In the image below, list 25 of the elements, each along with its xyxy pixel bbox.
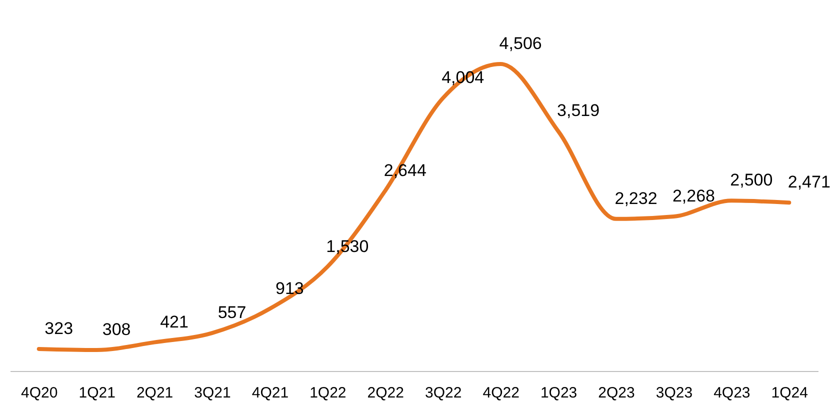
x-tick-label: 2Q23 (598, 384, 635, 402)
data-label: 913 (276, 278, 304, 298)
x-tick-label: 3Q23 (656, 384, 693, 402)
x-tick-label: 4Q23 (714, 384, 750, 402)
data-label: 557 (218, 303, 246, 322)
x-tick-label: 2Q22 (367, 384, 404, 402)
data-label: 2,471 (788, 172, 830, 192)
x-tick-label: 1Q21 (78, 384, 116, 402)
x-tick-label: 4Q21 (252, 384, 289, 402)
data-label: 3,519 (557, 101, 600, 120)
x-tick-label: 3Q22 (425, 384, 462, 402)
data-label: 2,500 (730, 170, 773, 190)
data-label: 421 (160, 312, 188, 332)
data-label: 2,268 (672, 186, 715, 206)
x-tick-label: 3Q21 (194, 384, 231, 402)
data-label: 2,232 (614, 188, 658, 208)
data-label: 323 (44, 318, 74, 338)
x-tick-label: 1Q24 (771, 384, 808, 402)
x-tick-label: 1Q22 (310, 384, 346, 402)
x-tick-label: 2Q21 (136, 384, 174, 402)
x-tick-label: 1Q23 (540, 384, 578, 402)
x-tick-label: 4Q22 (482, 384, 520, 402)
data-label: 4,506 (499, 34, 542, 53)
x-tick-label: 4Q20 (21, 384, 58, 402)
data-label: 308 (102, 320, 131, 340)
